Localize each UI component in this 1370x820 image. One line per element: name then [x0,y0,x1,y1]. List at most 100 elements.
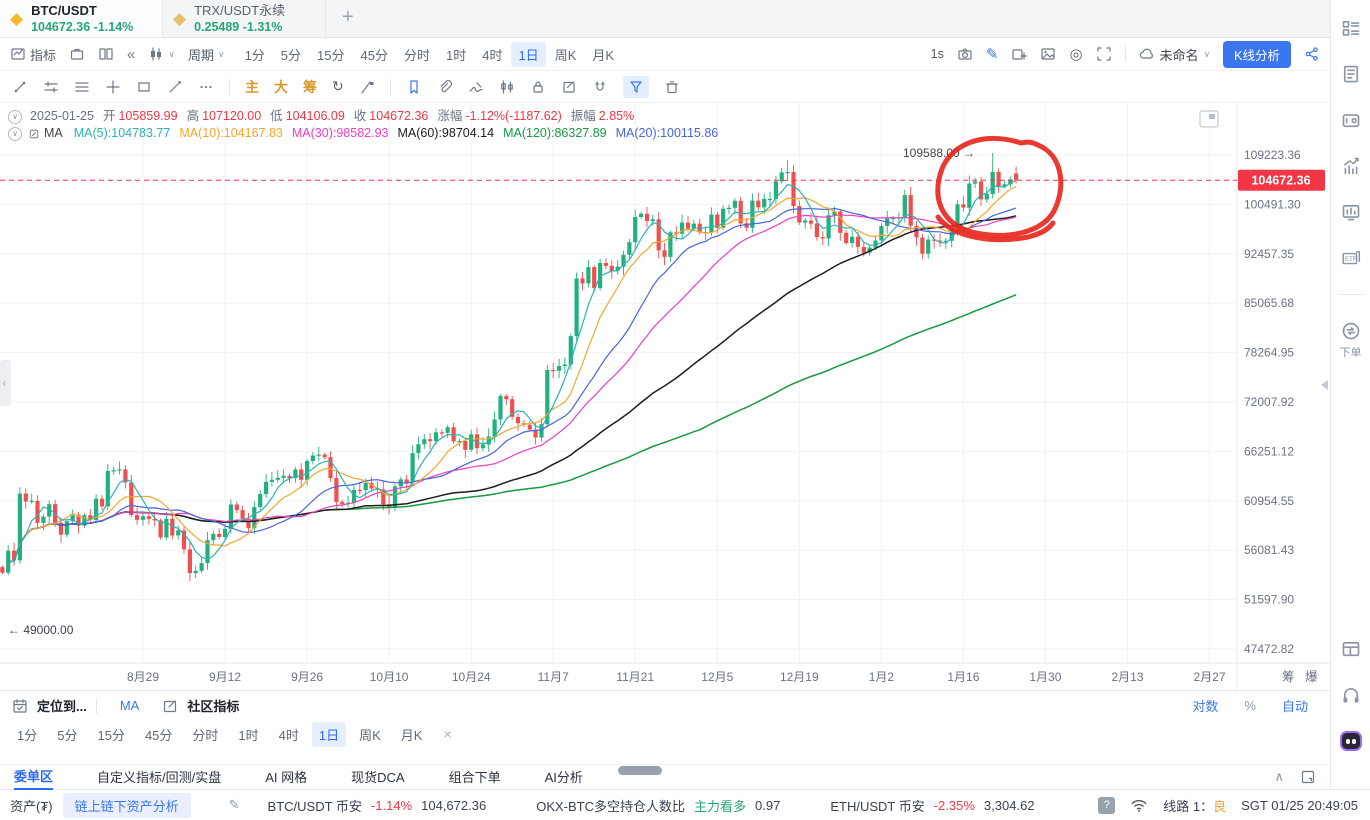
etf-icon[interactable]: ETF [1341,248,1361,268]
period-dropdown[interactable]: 周期 ∨ [187,47,225,63]
panel-timeframe-45分[interactable]: 45分 [144,727,173,743]
btc-ticker[interactable]: BTC/USDT 币安 -1.14% 104,672.36 [268,796,487,815]
add-tab-button[interactable]: + [342,6,354,28]
image-export-button[interactable] [1040,46,1056,62]
signature-tool[interactable] [468,79,484,95]
onchain-analysis-chip[interactable]: 链上链下资产分析 [62,792,191,818]
timeframe-月K[interactable]: 月K [592,47,615,63]
panel-timeframe-1时[interactable]: 1时 [238,727,259,743]
wifi-icon[interactable] [1130,796,1148,814]
screenshot-button[interactable] [957,46,973,62]
index-trend-icon[interactable] [1341,156,1361,176]
horizontal-lines-tool[interactable] [74,79,90,95]
timeframe-分时[interactable]: 分时 [403,47,430,63]
delete-drawings-button[interactable] [664,79,680,95]
chips-toggle[interactable]: 筹 [303,78,317,95]
layout-save-button[interactable] [69,46,85,62]
percent-scale-toggle[interactable]: % [1244,698,1256,713]
ai-assistant-icon[interactable] [1339,731,1362,751]
bottom-tab-现货DCA[interactable]: 现货DCA [351,769,405,785]
chart-type-button[interactable]: ∨ [148,46,175,62]
magnet-tool[interactable] [592,79,608,95]
community-indicator-tab[interactable]: 社区指标 [187,699,240,714]
panel-timeframe-15分[interactable]: 15分 [97,727,125,743]
cross-line-tool[interactable] [105,79,121,95]
refresh-drawings-icon[interactable]: ↻ [332,78,344,94]
timeframe-1时[interactable]: 1时 [445,47,467,63]
link-tool[interactable] [437,79,453,95]
indicator-button[interactable]: 指标 [10,45,56,64]
help-icon[interactable]: ? [1098,796,1116,814]
timeframe-45分[interactable]: 45分 [360,47,388,63]
tab-trx-usdt[interactable]: ◆ TRX/USDT永续 0.25489 -1.31% [163,0,326,37]
timeframe-5分[interactable]: 5分 [280,47,302,63]
bottom-tab-委单区[interactable]: 委单区 [14,765,54,790]
bottom-tab-组合下单[interactable]: 组合下单 [448,769,501,785]
bottom-tab-AI 网格[interactable]: AI 网格 [265,769,308,785]
panel-timeframe-4时[interactable]: 4时 [278,727,299,743]
compare-layout-button[interactable] [98,46,114,62]
brush-tool[interactable] [167,79,183,95]
eth-ticker[interactable]: ETH/USDT 币安 -2.35% 3,304.62 [830,796,1034,815]
timeframe-4时[interactable]: 4时 [482,47,503,63]
template-dropdown[interactable]: 未命名 ∨ [1139,45,1210,64]
main-chart-toggle[interactable]: 主 [245,78,259,95]
collapse-panel-icon[interactable]: ∧ [1274,769,1284,784]
bottom-tab-自定义指标/回测/实盘[interactable]: 自定义指标/回测/实盘 [97,769,222,785]
bookmark-tool[interactable] [406,79,422,95]
trash-icon [665,80,678,93]
timeframe-1分[interactable]: 1分 [244,47,265,63]
candlestick-chart[interactable]: 104672.36 109223.36 100491.30 92457.35 85065… [0,103,1330,690]
panel-timeframe-5分[interactable]: 5分 [57,727,78,743]
tab-btc-usdt[interactable]: ◆ BTC/USDT 104672.36 -1.14% [0,0,163,37]
draw-pencil-icon[interactable]: ✎ [985,46,999,63]
locate-tab[interactable]: 定位到... [37,699,87,714]
collapse-circle-icon[interactable]: ∨ [8,126,22,141]
refresh-speed-label[interactable]: 1s [930,47,944,61]
popout-window-icon[interactable] [1300,769,1316,785]
large-view-toggle[interactable]: 大 [274,78,288,95]
flag-line-tool[interactable] [359,79,375,95]
market-monitor-icon[interactable] [1341,202,1361,222]
settings-target-icon[interactable]: ◎ [1069,46,1083,63]
news-icon[interactable] [1341,64,1361,84]
panel-timeframe-分时[interactable]: 分时 [192,727,219,743]
log-scale-toggle[interactable]: 对数 [1192,699,1219,714]
edit-pencil-icon[interactable]: ✎ [228,797,240,812]
note-tool[interactable] [561,79,577,95]
pattern-tool[interactable] [499,79,515,95]
filter-tool[interactable] [622,75,649,98]
orderbook-icon[interactable] [1341,18,1361,38]
place-order-button[interactable]: 下单 [1340,321,1362,360]
rewind-button[interactable]: « [127,45,136,63]
kline-analysis-button[interactable]: K线分析 [1223,40,1291,68]
timeframe-1日[interactable]: 1日 [511,41,546,67]
layout-window-icon[interactable] [1341,639,1361,659]
share-button[interactable] [1304,46,1320,62]
more-tools-button[interactable] [198,79,214,95]
panel-timeframe-周K[interactable]: 周K [359,727,381,743]
panel-timeframe-1分[interactable]: 1分 [17,727,38,743]
panel-drag-handle[interactable] [618,766,662,775]
parallel-lines-tool[interactable] [43,79,59,95]
fullscreen-button[interactable] [1096,46,1112,62]
okx-ratio[interactable]: OKX-BTC多空持仓人数比 主力看多 0.97 [536,796,780,815]
network-line-status[interactable]: 线路 1：良 [1163,798,1227,814]
wallet-icon[interactable] [1341,110,1361,130]
asset-label[interactable]: 资产(₮) [10,798,53,814]
headset-icon[interactable] [1341,685,1361,705]
edit-square-icon [164,699,177,712]
lock-tool[interactable] [530,79,546,95]
trend-line-tool[interactable] [12,79,28,95]
collapse-circle-icon[interactable]: ∨ [8,109,22,124]
auto-scale-toggle[interactable]: 自动 [1281,699,1308,714]
panel-timeframe-1日[interactable]: 1日 [311,721,347,747]
ma-tab[interactable]: MA [119,698,140,713]
add-window-button[interactable] [1011,46,1028,62]
close-panel-icon[interactable]: × [443,726,452,742]
rectangle-tool[interactable] [136,79,152,95]
timeframe-周K[interactable]: 周K [554,47,577,63]
bottom-tab-AI分析[interactable]: AI分析 [544,769,583,785]
timeframe-15分[interactable]: 15分 [317,47,345,63]
panel-timeframe-月K[interactable]: 月K [400,727,423,743]
